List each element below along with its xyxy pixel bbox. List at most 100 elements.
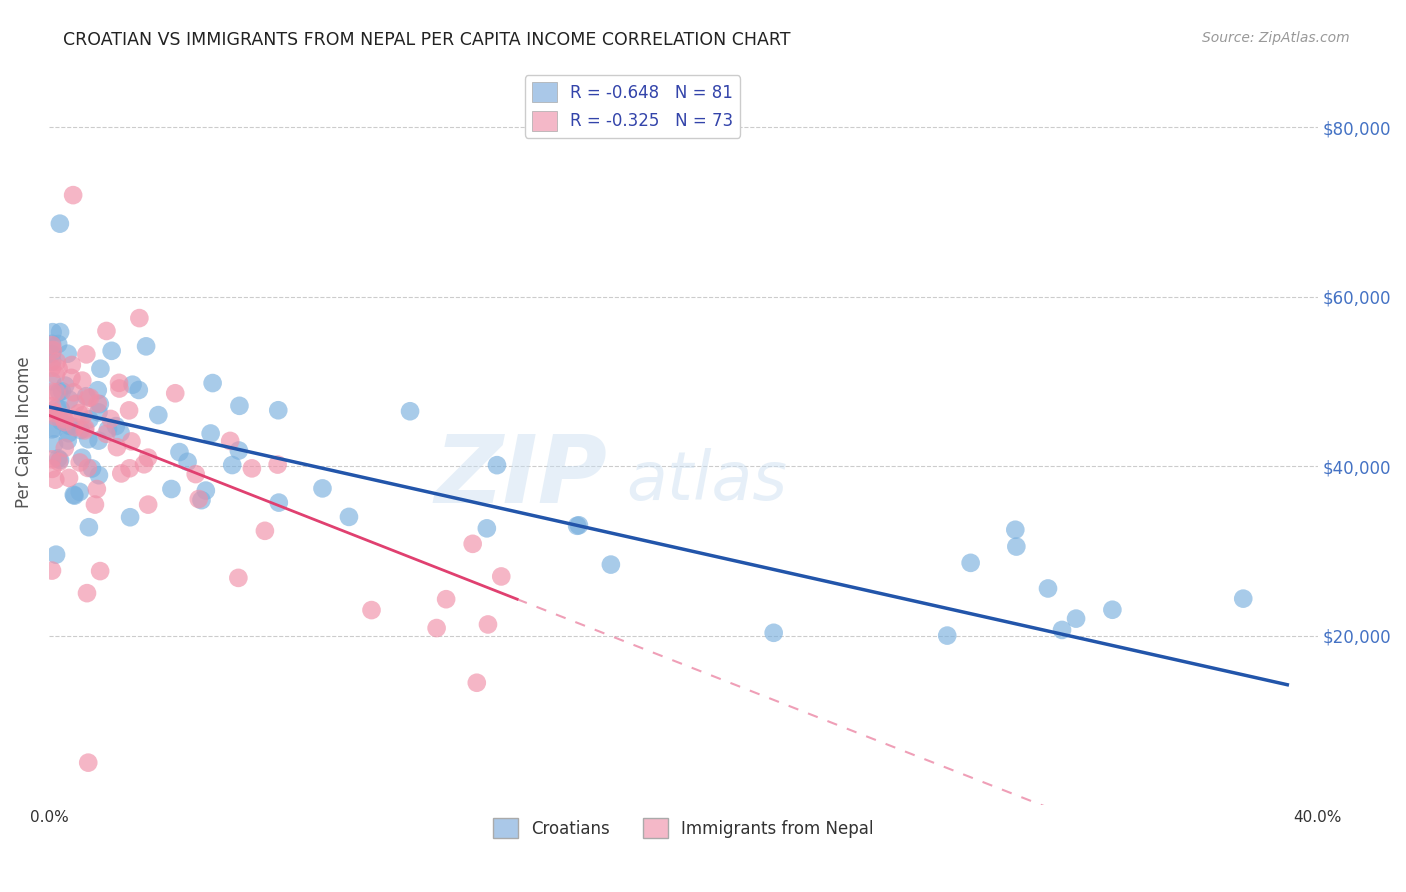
Point bbox=[1064, 612, 1087, 626]
Point bbox=[80, 461, 103, 475]
Point bbox=[360, 603, 382, 617]
Point bbox=[46, 451, 69, 466]
Point bbox=[56, 347, 79, 361]
Point bbox=[128, 383, 150, 397]
Point bbox=[1004, 523, 1026, 537]
Point bbox=[53, 441, 76, 455]
Point bbox=[1036, 582, 1059, 596]
Point bbox=[41, 399, 63, 413]
Point bbox=[219, 434, 242, 448]
Point bbox=[41, 336, 63, 351]
Point bbox=[69, 455, 91, 469]
Point bbox=[461, 537, 484, 551]
Point bbox=[485, 458, 508, 472]
Point bbox=[108, 382, 131, 396]
Point bbox=[49, 217, 72, 231]
Point bbox=[599, 558, 621, 572]
Point bbox=[75, 347, 97, 361]
Point bbox=[118, 403, 141, 417]
Point bbox=[41, 347, 63, 361]
Point bbox=[77, 520, 100, 534]
Point bbox=[201, 376, 224, 390]
Point bbox=[87, 396, 110, 410]
Point bbox=[41, 384, 63, 399]
Point bbox=[200, 426, 222, 441]
Point bbox=[58, 471, 80, 485]
Point bbox=[75, 421, 97, 435]
Point bbox=[41, 338, 63, 352]
Point bbox=[190, 493, 212, 508]
Point bbox=[76, 461, 98, 475]
Point bbox=[49, 402, 72, 417]
Point bbox=[62, 385, 84, 400]
Point bbox=[44, 421, 66, 435]
Point bbox=[77, 756, 100, 770]
Point bbox=[84, 498, 107, 512]
Point bbox=[53, 410, 76, 425]
Point bbox=[45, 385, 67, 400]
Point bbox=[79, 412, 101, 426]
Point bbox=[69, 423, 91, 437]
Point bbox=[228, 571, 250, 585]
Point bbox=[89, 397, 111, 411]
Legend: Croatians, Immigrants from Nepal: Croatians, Immigrants from Nepal bbox=[486, 812, 880, 845]
Point bbox=[228, 443, 250, 458]
Point bbox=[75, 389, 97, 403]
Point bbox=[41, 462, 63, 476]
Point bbox=[184, 467, 207, 482]
Point bbox=[104, 419, 127, 434]
Point bbox=[959, 556, 981, 570]
Point bbox=[77, 391, 100, 405]
Point bbox=[96, 426, 118, 441]
Point bbox=[1101, 603, 1123, 617]
Point bbox=[477, 617, 499, 632]
Point bbox=[46, 401, 69, 415]
Point bbox=[87, 383, 110, 397]
Point bbox=[58, 426, 80, 441]
Point bbox=[53, 412, 76, 426]
Point bbox=[44, 473, 66, 487]
Point bbox=[72, 408, 94, 422]
Point bbox=[44, 406, 66, 420]
Point bbox=[58, 392, 80, 407]
Point bbox=[337, 509, 360, 524]
Point bbox=[41, 354, 63, 368]
Point bbox=[100, 412, 122, 426]
Point bbox=[132, 458, 155, 472]
Point bbox=[58, 418, 80, 433]
Point bbox=[160, 482, 183, 496]
Point bbox=[89, 361, 111, 376]
Point bbox=[465, 675, 488, 690]
Point bbox=[42, 437, 65, 451]
Point bbox=[128, 311, 150, 326]
Point bbox=[120, 434, 142, 449]
Point bbox=[105, 440, 128, 454]
Point bbox=[87, 468, 110, 483]
Point bbox=[568, 518, 591, 533]
Point bbox=[87, 405, 110, 419]
Point bbox=[96, 324, 118, 338]
Point bbox=[41, 403, 63, 417]
Point bbox=[266, 458, 288, 472]
Point bbox=[267, 495, 290, 509]
Point bbox=[120, 510, 142, 524]
Point bbox=[187, 491, 209, 506]
Point bbox=[44, 409, 66, 424]
Point bbox=[86, 482, 108, 496]
Point bbox=[79, 391, 101, 405]
Point bbox=[41, 374, 63, 388]
Point bbox=[42, 343, 65, 357]
Point bbox=[169, 445, 191, 459]
Point bbox=[53, 415, 76, 429]
Point bbox=[56, 434, 79, 448]
Point bbox=[62, 188, 84, 202]
Point bbox=[62, 488, 84, 502]
Point bbox=[176, 455, 198, 469]
Point bbox=[475, 521, 498, 535]
Point bbox=[136, 450, 159, 465]
Point bbox=[53, 378, 76, 392]
Point bbox=[49, 453, 72, 467]
Point bbox=[240, 461, 263, 475]
Point bbox=[118, 461, 141, 475]
Point bbox=[110, 425, 132, 440]
